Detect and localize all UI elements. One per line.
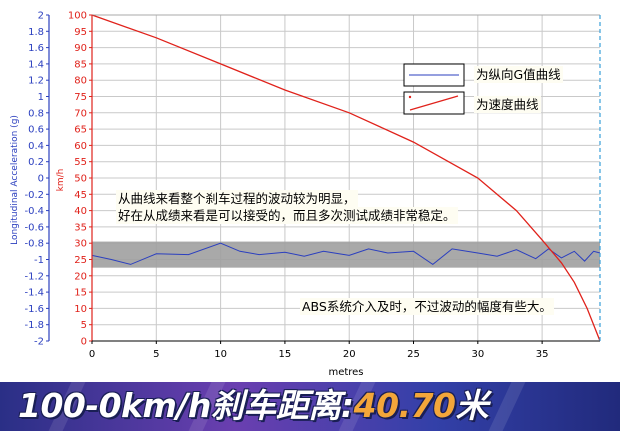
y-right-tick-label: 35 [74, 222, 87, 233]
y-left-tick-label: 1.2 [28, 76, 44, 87]
y-right-tick-label: 15 [74, 288, 87, 299]
y-left-tick-label: -0.4 [24, 206, 44, 217]
tick-labels: 2 1.8 1.6 1.4 1.2 1 0.8 0.6 0.4 0.2 0 -0.2 -0.4 -0.6 -… [24, 11, 548, 361]
legend-swatch-v-dot [408, 95, 412, 99]
x-tick-label: 25 [407, 349, 420, 360]
y-left-tick-label: 1.4 [28, 59, 44, 70]
grid-lines [91, 14, 600, 342]
y-right-tick-label: 90 [74, 43, 87, 54]
y-left-tick-label: -1.4 [24, 288, 44, 299]
banner-prefix: 100-0km/h刹车距离: [18, 386, 354, 425]
y-right-tick-label: 5 [81, 320, 87, 331]
annotation-abs-note: ABS系统介入及时，不过波动的幅度有些大。 [300, 298, 554, 315]
y-right-tick-label: 30 [74, 239, 87, 250]
y-right-tick-label: 55 [74, 157, 87, 168]
banner-title: 100-0km/h刹车距离:40.70米 [18, 386, 489, 426]
y-left-tick-label: -1.8 [24, 320, 44, 331]
y-right-tick-label: 80 [74, 76, 87, 87]
y-left-tick-label: 1 [38, 92, 44, 103]
y-right-tick-label: 10 [74, 304, 87, 315]
x-tick-label: 5 [153, 349, 159, 360]
series-layer [91, 14, 601, 342]
series-speed-curve [91, 14, 601, 342]
y-left-tick-label: 1.8 [28, 27, 44, 38]
x-tick-label: 20 [343, 349, 356, 360]
y-left-tick-label: 0.8 [28, 108, 44, 119]
y-axis-left-title: Longitudinal Acceleration (g) [10, 115, 20, 245]
y-left-tick-label: 2 [38, 11, 44, 22]
y-right-tick-label: 60 [74, 141, 87, 152]
y-right-tick-label: 100 [68, 11, 87, 22]
y-right-tick-label: 95 [74, 27, 87, 38]
y-left-tick-label: -0.8 [24, 239, 44, 250]
y-axis-right-title: km/h [56, 169, 66, 192]
annotation-line-2: 好在从成绩来看是可以接受的，而且多次测试成绩非常稳定。 [116, 207, 458, 224]
banner-distance-value: 40.70 [353, 386, 456, 425]
y-left-tick-label: 0 [38, 174, 44, 185]
legend-label-speed-curve: 为速度曲线 [474, 96, 541, 113]
y-right-tick-label: 50 [74, 174, 87, 185]
y-right-tick-label: 25 [74, 255, 87, 266]
y-right-tick-label: 40 [74, 206, 87, 217]
annotation-line-1: 从曲线来看整个刹车过程的波动较为明显， [116, 190, 358, 207]
y-right-tick-label: 20 [74, 271, 87, 282]
y-right-tick-label: 0 [81, 337, 87, 348]
legend [403, 63, 465, 115]
y-left-tick-label: -1.2 [24, 271, 44, 282]
y-left-tick-label: -1 [34, 255, 44, 266]
x-tick-label: 30 [471, 349, 484, 360]
y-left-tick-label: 0.4 [28, 141, 44, 152]
x-tick-label: 10 [214, 349, 227, 360]
legend-label-g-curve: 为纵向G值曲线 [474, 66, 563, 83]
y-right-tick-label: 45 [74, 190, 87, 201]
y-left-tick-label: -2 [34, 337, 44, 348]
x-tick-label: 35 [536, 349, 549, 360]
x-tick-label: 15 [279, 349, 292, 360]
y-left-tick-label: -0.6 [24, 222, 44, 233]
braking-distance-banner: 100-0km/h刹车距离:40.70米 [0, 382, 620, 431]
legend-swatch-v-line [409, 95, 459, 111]
y-right-tick-label: 75 [74, 92, 87, 103]
y-right-tick-label: 70 [74, 108, 87, 119]
y-left-tick-label: 1.6 [28, 43, 44, 54]
x-tick-label: 0 [89, 349, 95, 360]
y-right-tick-label: 85 [74, 59, 87, 70]
y-left-tick-label: -1.6 [24, 304, 44, 315]
y-right-tick-label: 65 [74, 125, 87, 136]
banner-unit: 米 [455, 386, 489, 425]
y-left-tick-label: -0.2 [24, 190, 44, 201]
y-left-tick-label: 0.6 [28, 125, 44, 136]
x-axis-title: metres [328, 367, 363, 378]
y-left-tick-label: 0.2 [28, 157, 44, 168]
series-g-curve [91, 242, 601, 266]
